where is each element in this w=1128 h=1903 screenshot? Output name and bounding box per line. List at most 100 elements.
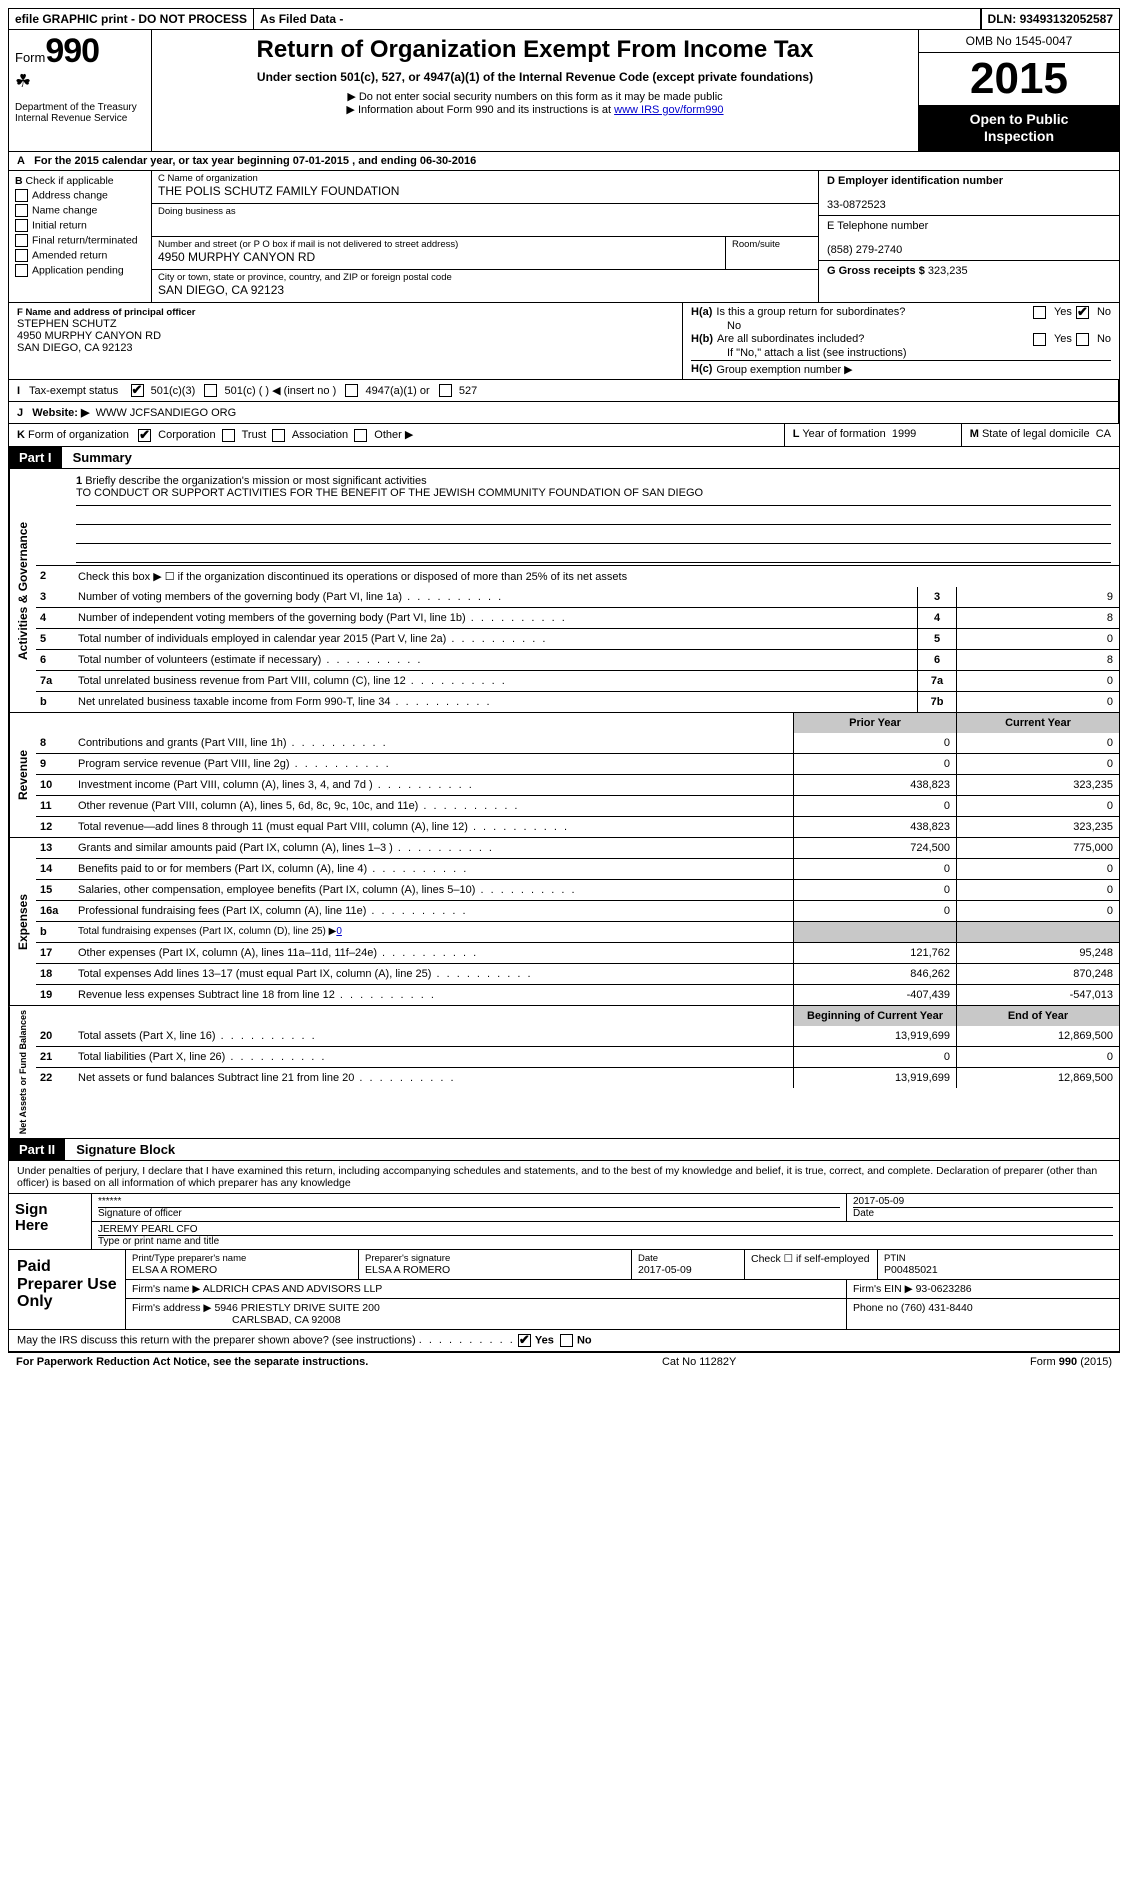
part-2-header: Part II Signature Block — [9, 1139, 1119, 1161]
ha-no-check[interactable] — [1076, 306, 1089, 319]
line-box: 3 — [917, 587, 956, 607]
exp-line-b: bTotal fundraising expenses (Part IX, co… — [36, 921, 1119, 942]
prep-sig-label: Preparer's signature — [365, 1253, 625, 1264]
b-initial-return[interactable]: Initial return — [15, 219, 145, 232]
city-value: SAN DIEGO, CA 92123 — [158, 283, 812, 297]
website-cell: J Website: ▶ WWW JCFSANDIEGO ORG — [9, 402, 1119, 423]
row-k: K Form of organization Corporation Trust… — [9, 424, 1119, 447]
line-desc: Total expenses Add lines 13–17 (must equ… — [74, 964, 793, 984]
dln-label: DLN: — [988, 12, 1017, 26]
ha-text: Is this a group return for subordinates? — [716, 306, 1029, 318]
line-num: 4 — [36, 608, 74, 628]
line-box: 6 — [917, 650, 956, 670]
open-to-public: Open to Public Inspection — [919, 105, 1119, 151]
irs-label: Internal Revenue Service — [15, 113, 145, 124]
chk-501c[interactable] — [204, 384, 217, 397]
self-employed-check[interactable]: Check ☐ if self-employed — [745, 1250, 878, 1279]
gov-line-4: 4Number of independent voting members of… — [36, 607, 1119, 628]
line-desc: Total number of volunteers (estimate if … — [74, 650, 917, 670]
line-desc: Number of independent voting members of … — [74, 608, 917, 628]
expenses-body: 13Grants and similar amounts paid (Part … — [36, 838, 1119, 1005]
revenue-vlabel: Revenue — [9, 713, 36, 837]
chk-other[interactable] — [354, 429, 367, 442]
b-final-return[interactable]: Final return/terminated — [15, 234, 145, 247]
sig-date: 2017-05-09 — [853, 1196, 1113, 1207]
chk-501c3[interactable] — [131, 384, 144, 397]
sign-here-label: Sign Here — [9, 1194, 92, 1249]
line-box: 5 — [917, 629, 956, 649]
b-app-pending[interactable]: Application pending — [15, 264, 145, 277]
line-desc: Total number of individuals employed in … — [74, 629, 917, 649]
h-c: H(c) Group exemption number ▶ — [691, 360, 1111, 376]
hb-label: H(b) — [691, 333, 713, 345]
curr-val: 95,248 — [956, 943, 1119, 963]
curr-val: 0 — [956, 754, 1119, 774]
k-title: Form of organization — [28, 429, 129, 441]
street-value: 4950 MURPHY CANYON RD — [158, 250, 719, 264]
ha-yes-check[interactable] — [1033, 306, 1046, 319]
governance-vlabel: Activities & Governance — [9, 469, 36, 712]
footer-left: For Paperwork Reduction Act Notice, see … — [16, 1356, 368, 1368]
sign-body: ****** Signature of officer 2017-05-09 D… — [92, 1194, 1119, 1249]
prior-val: 438,823 — [793, 817, 956, 837]
officer-printed-name: JEREMY PEARL CFO — [98, 1224, 1113, 1235]
discuss-no-check[interactable] — [560, 1334, 573, 1347]
c-name-cell: C Name of organization THE POLIS SCHUTZ … — [152, 171, 818, 204]
discuss-yes-check[interactable] — [518, 1334, 531, 1347]
exp-line-13: 13Grants and similar amounts paid (Part … — [36, 838, 1119, 858]
form-of-org: K Form of organization Corporation Trust… — [9, 424, 785, 446]
hb-no-check[interactable] — [1076, 333, 1089, 346]
chk-527[interactable] — [439, 384, 452, 397]
line-num: 18 — [36, 964, 74, 984]
firm-addr-label: Firm's address ▶ — [132, 1302, 212, 1314]
line-desc: Total fundraising expenses (Part IX, col… — [74, 922, 793, 942]
begin-val: 13,919,699 — [793, 1068, 956, 1088]
hb-note: If "No," attach a list (see instructions… — [691, 347, 1111, 359]
d-label: D Employer identification number — [827, 175, 1003, 187]
line-desc: Total liabilities (Part X, line 26) — [74, 1047, 793, 1067]
section-bcdeg: B Check if applicable Address change Nam… — [9, 171, 1119, 303]
curr-val: 0 — [956, 880, 1119, 900]
chk-trust[interactable] — [222, 429, 235, 442]
end-val: 0 — [956, 1047, 1119, 1067]
paid-row2: Firm's name ▶ ALDRICH CPAS AND ADVISORS … — [126, 1280, 1119, 1299]
chk-assoc[interactable] — [272, 429, 285, 442]
line-num: 22 — [36, 1068, 74, 1088]
l-text: Year of formation — [802, 428, 885, 440]
b-name-change[interactable]: Name change — [15, 204, 145, 217]
line-desc: Net unrelated business taxable income fr… — [74, 692, 917, 712]
hb-yes-check[interactable] — [1033, 333, 1046, 346]
omb-number: OMB No 1545-0047 — [919, 30, 1119, 53]
prior-val: 0 — [793, 754, 956, 774]
irs-link[interactable]: www IRS gov/form990 — [614, 104, 723, 116]
b-addr-change[interactable]: Address change — [15, 189, 145, 202]
paid-row1: Print/Type preparer's name ELSA A ROMERO… — [126, 1250, 1119, 1280]
line-num: 13 — [36, 838, 74, 858]
line-desc: Program service revenue (Part VIII, line… — [74, 754, 793, 774]
subtitle-2: ▶ Do not enter social security numbers o… — [162, 90, 908, 103]
exp-line-16a: 16aProfessional fundraising fees (Part I… — [36, 900, 1119, 921]
discuss-row: May the IRS discuss this return with the… — [9, 1330, 1119, 1352]
netassets-body: Beginning of Current Year End of Year 20… — [36, 1006, 1119, 1138]
c-address-row: Number and street (or P O box if mail is… — [152, 237, 818, 270]
header-right: OMB No 1545-0047 2015 Open to Public Ins… — [918, 30, 1119, 151]
line-num: 16a — [36, 901, 74, 921]
paid-preparer-row: Paid Preparer Use Only Print/Type prepar… — [9, 1250, 1119, 1330]
chk-corp[interactable] — [138, 429, 151, 442]
dln-value: 93493132052587 — [1020, 12, 1113, 26]
box-c: C Name of organization THE POLIS SCHUTZ … — [152, 171, 818, 302]
chk-4947[interactable] — [345, 384, 358, 397]
line-num: 12 — [36, 817, 74, 837]
rev-line-8: 8Contributions and grants (Part VIII, li… — [36, 733, 1119, 753]
prior-val: 0 — [793, 901, 956, 921]
open2: Inspection — [923, 128, 1115, 145]
begin-year-hdr: Beginning of Current Year — [793, 1006, 956, 1026]
prior-val: 0 — [793, 859, 956, 879]
line-desc: Benefits paid to or for members (Part IX… — [74, 859, 793, 879]
exp-line-19: 19Revenue less expenses Subtract line 18… — [36, 984, 1119, 1005]
line-num: 9 — [36, 754, 74, 774]
b-amended[interactable]: Amended return — [15, 249, 145, 262]
i-title: Tax-exempt status — [29, 385, 118, 397]
paid-row3: Firm's address ▶ 5946 PRIESTLY DRIVE SUI… — [126, 1299, 1119, 1329]
line1-text: Briefly describe the organization's miss… — [85, 475, 426, 487]
